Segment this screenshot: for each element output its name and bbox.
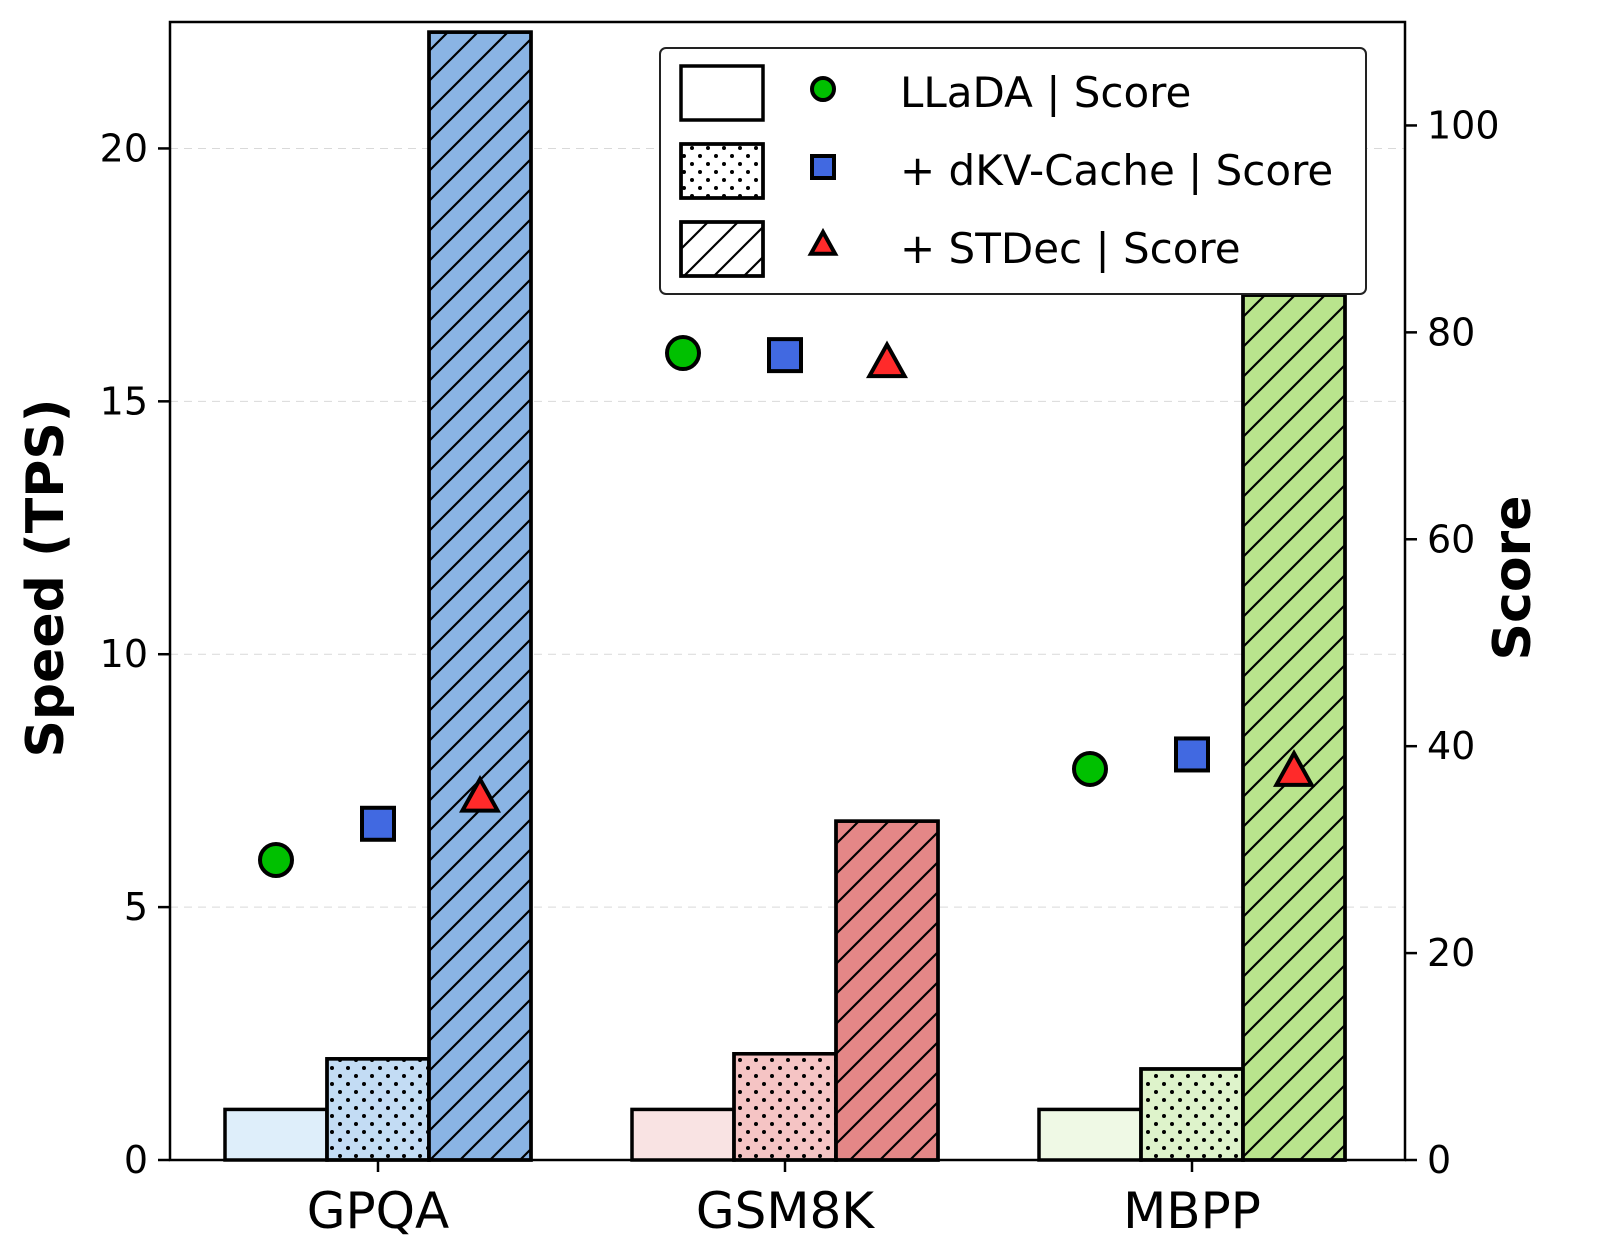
score-marker-mbpp-circle: [1072, 750, 1108, 787]
legend-square-marker: [810, 154, 836, 180]
score-marker-gpqa-circle: [258, 841, 294, 878]
score-marker-mbpp-triangle: [1272, 749, 1316, 787]
bar-pattern-mbpp-1: [1139, 1067, 1245, 1162]
legend-label: + dKV-Cache | Score: [900, 146, 1333, 195]
bar-pattern-gpqa-2: [427, 30, 533, 1162]
x-tick-label: MBPP: [1123, 1182, 1261, 1240]
score-marker-gsm8k-triangle: [865, 340, 909, 379]
right-tick-label: 80: [1427, 310, 1475, 354]
left-axis-ticks: 0 5 10 15 20: [100, 126, 170, 1182]
right-axis-title: Score: [1483, 496, 1543, 661]
bar-pattern-gpqa-1: [325, 1057, 431, 1162]
score-markers: [258, 335, 1316, 878]
left-axis-title: Speed (TPS): [16, 398, 76, 757]
right-tick-label: 100: [1427, 103, 1500, 147]
legend-patch-pattern: [679, 220, 765, 278]
bar-gpqa-0: [223, 1107, 329, 1162]
right-tick-label: 0: [1427, 1138, 1451, 1182]
left-tick-label: 5: [124, 885, 148, 929]
plot-frame: [168, 20, 1407, 1162]
bar-pattern-gsm8k-1: [732, 1052, 838, 1162]
left-tick-label: 0: [124, 1138, 148, 1182]
score-marker-mbpp-square: [1174, 736, 1210, 773]
legend-patch: [679, 64, 765, 122]
score-marker-gpqa-triangle: [458, 774, 502, 813]
legend: LLaDA | Score + dKV-Cache | Score + STDec …: [659, 47, 1367, 295]
score-marker-gsm8k-circle: [665, 335, 701, 372]
bar-pattern-mbpp-2: [1241, 293, 1347, 1162]
bar-pattern-gsm8k-2: [834, 819, 940, 1162]
score-marker-gsm8k-square: [767, 337, 803, 374]
left-tick-label: 10: [100, 632, 148, 676]
bar-gsm8k-0: [630, 1107, 736, 1162]
x-tick-label: GSM8K: [696, 1182, 875, 1240]
right-tick-label: 20: [1427, 931, 1475, 975]
legend-circle-marker: [810, 76, 836, 102]
left-tick-label: 20: [100, 126, 148, 170]
left-tick-label: 15: [100, 379, 148, 423]
right-tick-label: 40: [1427, 724, 1475, 768]
legend-patch-pattern: [679, 142, 765, 200]
score-marker-gpqa-square: [360, 805, 396, 842]
right-tick-label: 60: [1427, 517, 1475, 561]
x-axis-ticks: GPQA GSM8K MBPP: [307, 1160, 1261, 1240]
legend-label: + STDec | Score: [900, 224, 1241, 273]
bars: [223, 30, 1347, 1162]
right-axis-ticks: 0 20 40 60 80 100: [1405, 103, 1500, 1182]
legend-triangle-marker: [807, 227, 839, 256]
x-tick-label: GPQA: [307, 1182, 449, 1240]
legend-box: [659, 47, 1367, 295]
legend-label: LLaDA | Score: [900, 68, 1191, 117]
bar-mbpp-0: [1037, 1107, 1143, 1162]
